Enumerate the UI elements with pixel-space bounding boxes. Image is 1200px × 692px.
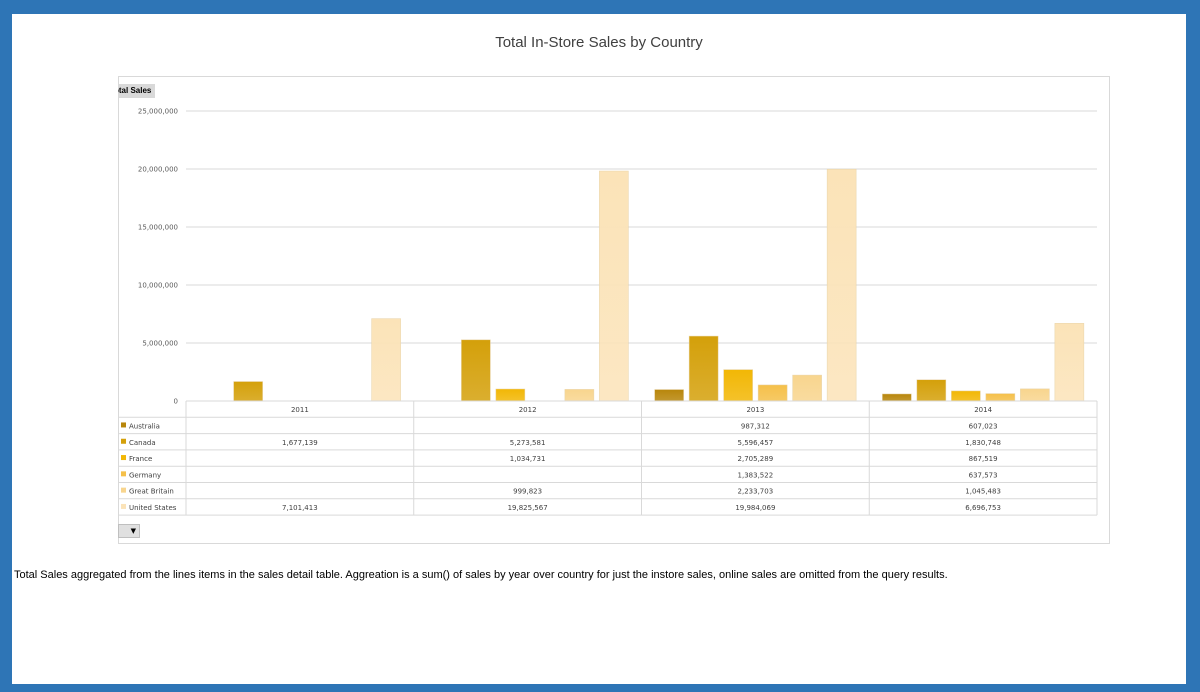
bar [826,168,857,402]
data-label: 6,696,753 [965,504,1001,512]
legend-key [121,503,126,509]
y-tick-label: 10,000,000 [138,282,178,290]
dropdown-triangle-icon: ▼ [130,527,136,535]
bar [564,389,595,402]
data-label: 637,573 [969,471,998,479]
bar [495,388,526,402]
bar [916,379,947,402]
x-category-label: 2013 [746,406,764,414]
data-label: 867,519 [969,455,998,463]
data-label: 1,830,748 [965,439,1001,447]
data-label: 5,273,581 [510,439,546,447]
data-label: 2,233,703 [738,488,774,496]
data-label: 1,383,522 [738,471,774,479]
bar [792,374,822,402]
bar [882,393,912,402]
bar [1020,388,1050,402]
series-name: Great Britain [129,488,174,496]
filter-dropdown-button[interactable]: ▼ [118,524,140,538]
y-tick-label: 0 [174,398,178,406]
legend-key [121,487,126,493]
data-label: 607,023 [969,422,998,430]
series-name: Germany [129,471,161,479]
legend-key [121,471,126,477]
pivot-field-label: otal Sales [118,86,152,95]
legend-key [121,438,126,444]
bar [461,339,491,402]
data-label: 987,312 [741,422,770,430]
data-label: 5,596,457 [738,439,774,447]
bar [688,335,719,402]
data-label: 19,825,567 [508,504,548,512]
data-label: 999,823 [513,488,542,496]
data-label: 19,984,069 [735,504,775,512]
bar [985,393,1016,402]
chart-title: Total In-Store Sales by Country [495,34,703,51]
bar [723,369,753,402]
bar [654,389,684,402]
y-tick-label: 25,000,000 [138,108,178,116]
x-category-label: 2012 [519,406,537,414]
data-label: 1,034,731 [510,455,546,463]
data-label: 2,705,289 [738,455,774,463]
series-name: France [129,455,152,463]
bar [233,381,263,402]
bar [951,390,981,402]
chart-caption: Total Sales aggregated from the lines it… [14,569,948,581]
x-category-label: 2014 [974,406,992,414]
legend-key [121,422,126,428]
bar [599,170,629,402]
data-label: 1,045,483 [965,488,1001,496]
y-tick-label: 15,000,000 [138,224,178,232]
data-label: 7,101,413 [282,504,318,512]
x-category-label: 2011 [291,406,309,414]
series-name: Australia [129,422,160,430]
bar [1054,323,1085,402]
series-name: Canada [129,439,156,447]
bar [757,384,788,402]
bar [371,318,401,402]
y-tick-label: 20,000,000 [138,166,178,174]
series-name: United States [129,504,177,512]
legend-key [121,455,126,461]
pivot-field-button[interactable]: otal Sales [118,84,156,98]
data-label: 1,677,139 [282,439,318,447]
y-tick-label: 5,000,000 [142,340,178,348]
